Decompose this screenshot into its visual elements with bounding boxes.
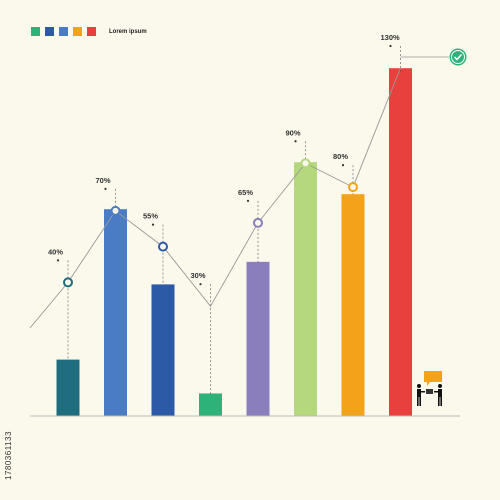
line-marker (63, 277, 73, 288)
labels: 40% 70% 55% 30% 65% 90% 80% 130% (48, 33, 400, 280)
business-people-icon (417, 384, 442, 406)
line-marker (110, 205, 121, 216)
markers (63, 158, 358, 288)
bar (56, 359, 80, 416)
bar (246, 261, 270, 416)
bar (199, 393, 222, 416)
legend-swatch (45, 27, 54, 36)
label-dot (199, 283, 202, 286)
percent-label: 40% (48, 247, 63, 256)
side-text: 1780361133 (4, 431, 13, 480)
legend-swatch (59, 27, 68, 36)
line-marker (253, 217, 263, 228)
bar (294, 162, 317, 416)
legend-swatch (31, 27, 40, 36)
legend-label: Lorem ipsum (109, 28, 147, 35)
bar (151, 284, 175, 416)
percent-label: 90% (286, 128, 301, 137)
label-dot (56, 259, 60, 262)
bars (56, 68, 412, 416)
label-dot (294, 140, 297, 143)
label-dot (104, 187, 107, 191)
legend-swatch (73, 27, 82, 36)
percent-label: 30% (191, 271, 206, 280)
line-marker (300, 158, 311, 169)
label-dot (389, 44, 392, 48)
trend-line (29, 67, 401, 329)
label-dot (341, 163, 345, 167)
percent-label: 65% (238, 188, 253, 197)
legend-swatch (87, 27, 96, 36)
speech-bubble-icon (424, 371, 442, 386)
bar (104, 209, 127, 416)
bar (389, 68, 412, 416)
guides (56, 44, 449, 394)
percent-label: 80% (333, 152, 348, 161)
line-marker (158, 241, 168, 252)
check-circle-icon (449, 48, 467, 66)
percent-label: 70% (96, 176, 111, 185)
percent-label: 130% (381, 33, 401, 42)
legend: Lorem ipsum (31, 27, 147, 36)
label-dot (151, 223, 155, 226)
bar (341, 194, 365, 416)
line-marker (348, 182, 358, 193)
label-dot (246, 199, 250, 202)
percent-label: 55% (143, 212, 158, 221)
